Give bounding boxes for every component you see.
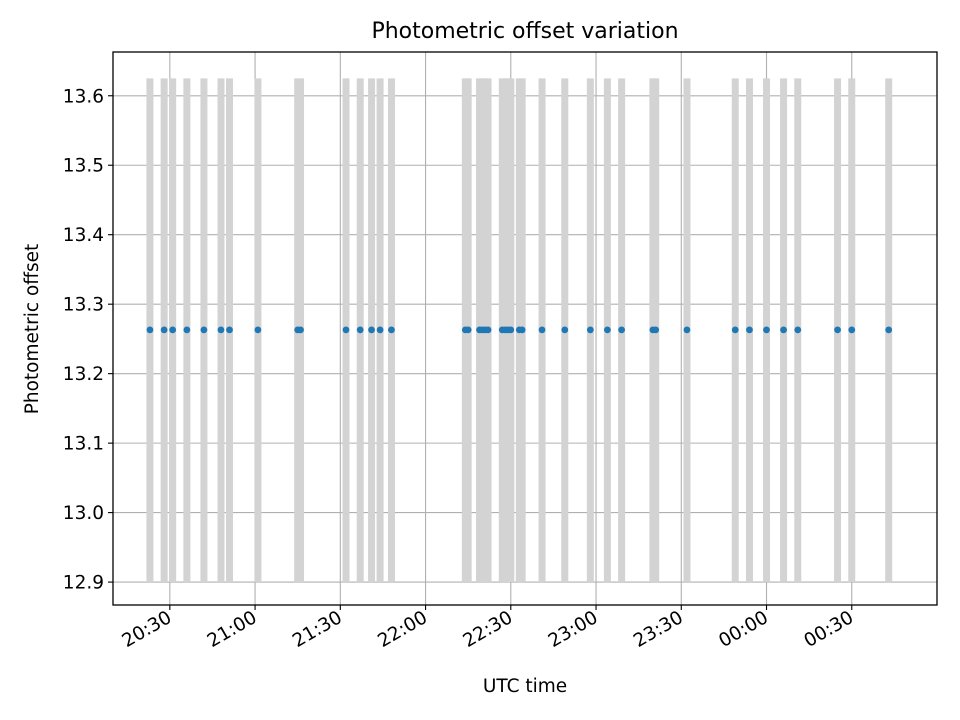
data-point <box>226 326 233 334</box>
data-point <box>368 326 375 334</box>
y-tick-label: 13.0 <box>63 503 104 524</box>
data-point <box>342 326 350 334</box>
data-point <box>604 326 611 334</box>
data-point <box>763 326 770 334</box>
y-axis-title: Photometric offset <box>22 244 43 415</box>
data-point <box>160 326 168 334</box>
y-tick-label: 13.5 <box>63 156 104 177</box>
data-point <box>146 326 154 334</box>
y-tick-label: 13.4 <box>63 225 104 246</box>
y-tick-label: 13.3 <box>63 295 104 316</box>
data-point <box>683 326 691 334</box>
data-point <box>538 326 546 334</box>
data-point <box>183 326 191 334</box>
data-point <box>848 326 856 334</box>
data-point <box>200 326 208 334</box>
data-point <box>217 326 225 334</box>
data-points <box>146 326 893 334</box>
data-point <box>464 326 472 334</box>
data-point <box>169 326 177 334</box>
data-point <box>794 326 802 334</box>
y-tick-label: 13.6 <box>63 86 104 107</box>
y-tick-label: 12.9 <box>63 573 104 594</box>
data-point <box>484 326 492 334</box>
data-point <box>356 326 364 334</box>
data-point <box>834 326 841 334</box>
x-axis-title: UTC time <box>483 676 567 697</box>
data-point <box>376 326 384 334</box>
plot-frame <box>112 51 938 606</box>
data-point <box>518 326 526 334</box>
chart-title: Photometric offset variation <box>371 19 678 44</box>
data-point <box>885 326 893 334</box>
data-point <box>254 326 262 334</box>
data-point <box>652 326 660 334</box>
data-point <box>297 326 304 334</box>
data-point <box>746 326 753 334</box>
data-point <box>618 326 626 334</box>
data-point <box>561 326 569 334</box>
data-point <box>780 326 787 334</box>
y-axis: 12.9 13.0 13.1 13.2 13.3 13.4 13.5 13.6 <box>63 86 113 594</box>
data-point <box>507 326 515 334</box>
data-point <box>388 326 395 334</box>
y-tick-label: 13.1 <box>63 434 104 455</box>
data-point <box>731 326 739 334</box>
data-point <box>586 326 594 334</box>
y-tick-label: 13.2 <box>63 364 104 385</box>
